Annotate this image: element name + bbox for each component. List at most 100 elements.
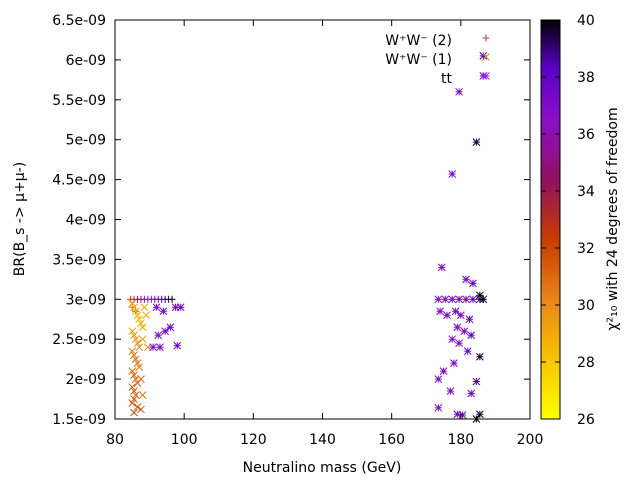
y-tick-label: 5.5e-09 [52, 93, 106, 109]
data-point [453, 323, 462, 332]
data-point [472, 138, 481, 146]
colorbar-tick-label: 40 [577, 13, 595, 29]
data-point [456, 311, 465, 320]
data-point [455, 295, 463, 304]
data-point [128, 299, 137, 308]
legend-marker [482, 53, 490, 61]
data-point [472, 377, 481, 386]
data-point [138, 391, 147, 399]
colorbar-ticks: 26 28 30 32 34 36 38 40 [541, 13, 595, 428]
data-point [159, 307, 168, 316]
data-point [149, 343, 157, 352]
scatter-points [127, 52, 488, 423]
data-point [128, 347, 137, 356]
data-point [130, 371, 138, 379]
data-point [441, 295, 450, 304]
data-point [462, 295, 470, 304]
legend-label: W⁺W⁻ (2) [385, 33, 452, 49]
data-point [166, 323, 175, 332]
x-axis: 80 100 120 140 160 180 200 [106, 20, 543, 448]
data-point [154, 331, 163, 340]
data-point [458, 411, 467, 419]
data-point [133, 311, 142, 320]
data-point [448, 295, 457, 304]
data-point [469, 279, 477, 288]
data-point [137, 319, 145, 328]
data-point [467, 389, 476, 398]
data-point [479, 52, 488, 60]
series-0 [127, 295, 176, 315]
data-point [448, 170, 457, 178]
y-axis-label: BR(B_s -> μ+μ-) [12, 162, 28, 276]
x-tick-label: 160 [378, 432, 405, 448]
data-point [130, 408, 138, 417]
data-point [455, 339, 463, 348]
y-tick-label: 6e-09 [66, 53, 106, 69]
y-tick-label: 5e-09 [66, 133, 106, 149]
data-point [128, 383, 137, 391]
data-point [448, 335, 457, 344]
data-point [469, 295, 477, 304]
x-axis-label: Neutralino mass (GeV) [243, 460, 402, 476]
colorbar-tick-label: 36 [577, 127, 595, 143]
data-point [156, 343, 164, 352]
data-point [479, 295, 488, 304]
data-point [133, 339, 142, 348]
x-tick-label: 100 [171, 432, 198, 448]
data-point [135, 343, 144, 352]
data-point [131, 355, 140, 364]
y-tick-label: 1.5e-09 [52, 412, 106, 428]
data-point [137, 405, 145, 414]
data-point [138, 323, 147, 332]
data-point [443, 311, 451, 320]
data-point [176, 303, 185, 312]
data-point [434, 295, 443, 304]
data-point [130, 387, 138, 395]
data-point [138, 335, 147, 344]
data-point [135, 315, 144, 324]
data-point [436, 307, 444, 316]
colorbar-tick-label: 34 [577, 184, 595, 200]
x-tick-label: 120 [240, 432, 267, 448]
colorbar-label: χ²₁₀ with 24 degrees of freedom [605, 107, 621, 330]
data-point [467, 331, 476, 340]
data-point [434, 375, 443, 383]
data-point [133, 359, 142, 367]
data-point [133, 403, 142, 411]
data-point [161, 327, 169, 336]
colorbar-tick-label: 28 [577, 355, 595, 371]
y-tick-label: 2e-09 [66, 372, 106, 388]
legend: W⁺W⁻ (2) W⁺W⁻ (1) tt [385, 33, 490, 87]
data-point [455, 87, 463, 96]
data-point [130, 303, 138, 312]
data-point [137, 375, 145, 383]
data-point [135, 363, 144, 371]
x-tick-label: 180 [447, 432, 474, 448]
y-tick-label: 4.5e-09 [52, 173, 106, 189]
y-tick-label: 4e-09 [66, 213, 106, 229]
y-tick-label: 6.5e-09 [52, 13, 106, 29]
plot-frame [114, 19, 531, 420]
data-point [434, 403, 443, 412]
legend-label: tt [441, 71, 452, 87]
legend-label: W⁺W⁻ (1) [385, 52, 452, 68]
data-point [476, 352, 484, 361]
x-tick-label: 80 [106, 432, 124, 448]
data-point [465, 315, 474, 324]
data-point [130, 395, 138, 403]
data-point [439, 367, 448, 375]
data-point [462, 275, 470, 284]
legend-marker [482, 34, 490, 42]
colorbar-tick-label: 26 [577, 412, 595, 428]
x-tick-label: 140 [309, 432, 336, 448]
data-point [173, 341, 182, 350]
data-point [168, 295, 176, 303]
data-point [152, 303, 161, 312]
series-3 [149, 303, 185, 352]
data-point [451, 307, 460, 316]
data-point [130, 351, 138, 360]
data-point [128, 399, 137, 407]
data-point [142, 311, 150, 320]
data-point [460, 327, 469, 336]
data-point [128, 367, 137, 375]
